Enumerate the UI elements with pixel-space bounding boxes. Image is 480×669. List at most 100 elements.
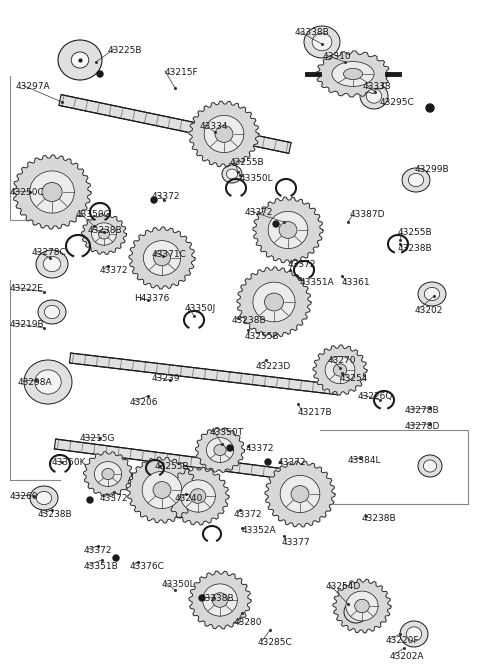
Polygon shape [84,452,132,496]
Polygon shape [167,467,229,525]
Text: 43372: 43372 [84,546,112,555]
Text: 43372: 43372 [234,510,263,519]
Ellipse shape [71,52,89,68]
Ellipse shape [154,250,170,266]
Text: 43387D: 43387D [350,210,385,219]
Text: 43255B: 43255B [245,332,280,341]
Ellipse shape [418,282,446,306]
Text: 43260: 43260 [10,492,38,501]
Ellipse shape [325,357,355,383]
Text: 43372: 43372 [152,192,180,201]
Text: 43376C: 43376C [130,562,165,571]
Polygon shape [265,461,335,527]
Text: 43238B: 43238B [232,316,266,325]
Text: 43278C: 43278C [32,248,67,257]
Text: 43372: 43372 [246,444,275,453]
Text: 43372: 43372 [245,208,274,217]
Text: 43255B: 43255B [230,158,264,167]
Ellipse shape [98,229,109,239]
Text: 43351B: 43351B [84,562,119,571]
Text: 43202A: 43202A [390,652,424,661]
Ellipse shape [312,33,332,51]
Ellipse shape [58,40,102,80]
Text: 43215F: 43215F [165,68,199,77]
Polygon shape [313,345,367,395]
Ellipse shape [344,68,362,80]
Polygon shape [316,51,390,97]
Text: 43297A: 43297A [16,82,50,91]
Ellipse shape [215,126,233,142]
Text: 43372: 43372 [100,266,129,275]
Ellipse shape [304,26,340,58]
Ellipse shape [360,83,388,109]
Ellipse shape [279,221,297,238]
Ellipse shape [95,462,121,486]
Polygon shape [129,227,195,289]
Text: 43238B: 43238B [200,594,235,603]
Ellipse shape [38,300,66,324]
Ellipse shape [153,482,171,498]
Text: 43350J: 43350J [185,304,216,313]
Ellipse shape [406,627,422,641]
Ellipse shape [344,601,368,623]
Ellipse shape [30,171,74,213]
Ellipse shape [190,489,206,503]
Ellipse shape [43,256,61,272]
Text: 43372: 43372 [278,458,307,467]
Text: 43334: 43334 [200,122,228,131]
Polygon shape [59,94,291,153]
Ellipse shape [142,472,182,508]
Polygon shape [253,197,323,263]
Ellipse shape [180,480,216,512]
Text: 43372: 43372 [100,494,129,503]
Ellipse shape [144,241,180,276]
Text: 43206: 43206 [130,398,158,407]
Text: 43350K: 43350K [52,458,86,467]
Text: 43254: 43254 [340,374,368,383]
Ellipse shape [402,168,430,192]
Ellipse shape [44,306,60,318]
Text: 43238B: 43238B [362,514,396,523]
Ellipse shape [102,468,114,480]
Ellipse shape [24,360,72,404]
Ellipse shape [366,89,382,103]
Text: 43223D: 43223D [256,362,291,371]
Text: 43270: 43270 [328,356,357,365]
Text: 43215G: 43215G [80,434,116,443]
Text: 43278D: 43278D [405,422,440,431]
Text: 43352A: 43352A [242,526,276,535]
Ellipse shape [346,591,378,621]
Polygon shape [54,439,286,479]
Text: 43338: 43338 [363,82,392,91]
Polygon shape [237,267,311,337]
Circle shape [199,595,205,601]
Ellipse shape [268,211,308,249]
Text: 43222E: 43222E [10,284,44,293]
Text: 43220F: 43220F [386,636,420,645]
Circle shape [151,197,157,203]
Text: 43217B: 43217B [298,408,333,417]
Text: 43384L: 43384L [348,456,382,465]
Text: 43361: 43361 [342,278,371,287]
Ellipse shape [227,169,238,179]
Circle shape [273,221,279,227]
Ellipse shape [36,250,68,278]
Text: 43219B: 43219B [10,320,45,329]
Ellipse shape [92,223,117,245]
Text: 43202: 43202 [415,306,444,315]
Ellipse shape [291,486,309,502]
Ellipse shape [423,460,437,472]
Ellipse shape [424,288,440,300]
Polygon shape [189,571,251,629]
Ellipse shape [203,584,237,616]
Ellipse shape [204,115,244,153]
Text: 43280: 43280 [234,618,263,627]
Text: 43351A: 43351A [300,278,335,287]
Ellipse shape [42,183,62,201]
Ellipse shape [349,606,362,618]
Text: 43377: 43377 [282,538,311,547]
Polygon shape [195,427,244,472]
Ellipse shape [206,438,234,462]
Text: 43238B: 43238B [88,226,122,235]
Text: 43371C: 43371C [152,250,187,259]
